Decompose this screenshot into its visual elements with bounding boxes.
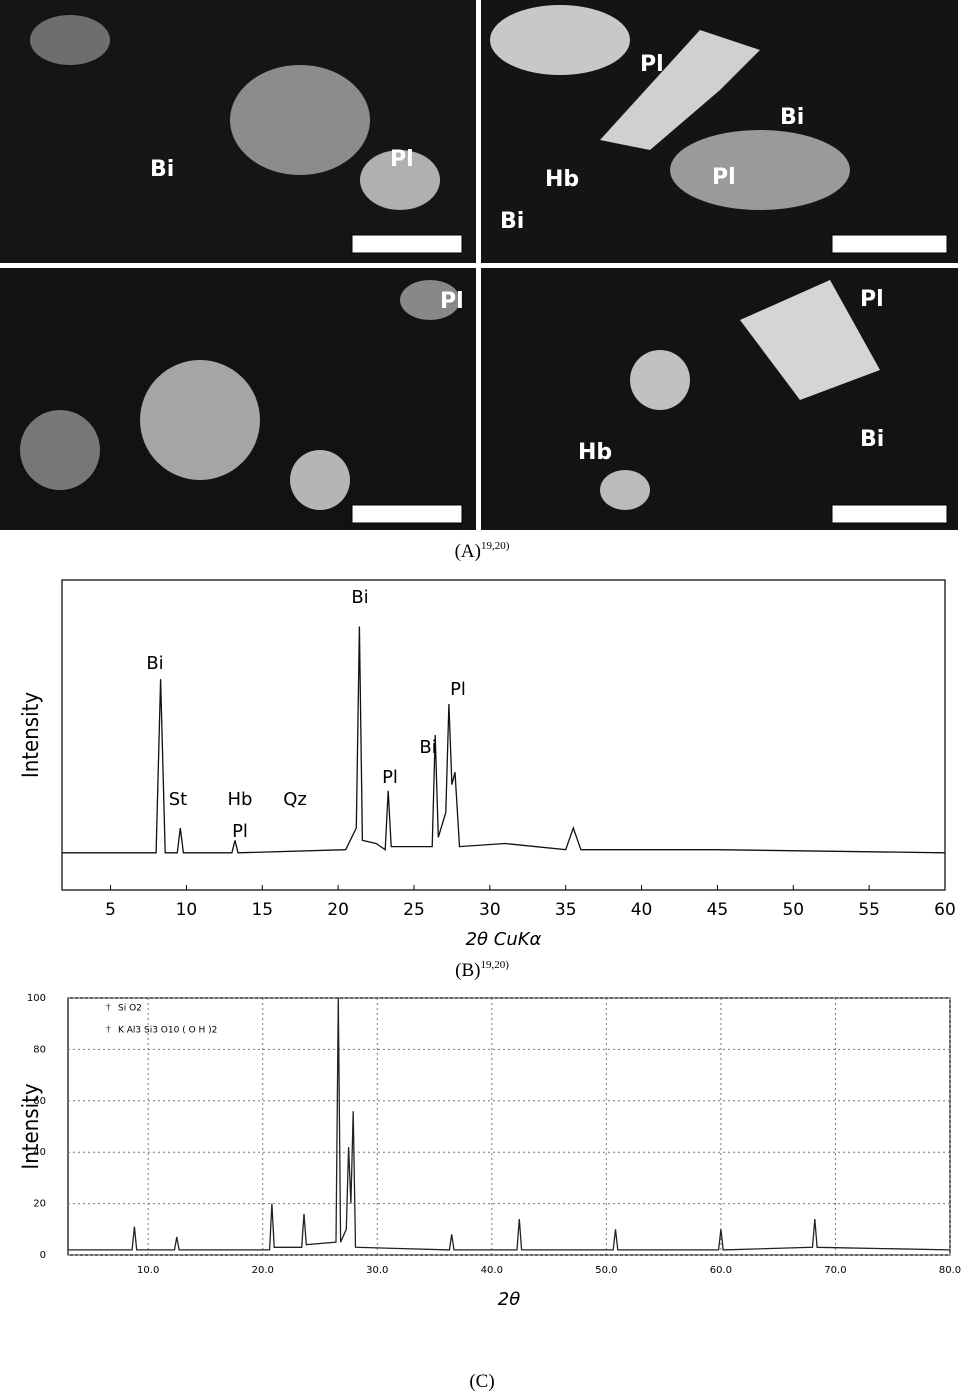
spectrum-line [62,626,946,854]
spectrum-line [68,997,951,1251]
legend-label: Si O2 [118,1004,142,1014]
caption: (A)19,20) [455,540,510,563]
mineral-label: Bi [500,209,524,234]
caption-label: (A) [455,541,481,562]
y-tick-label: 20 [33,1199,46,1210]
mineral-label: Pl [640,52,664,77]
x-tick-label: 5 [105,900,116,920]
x-tick-label: 50.0 [595,1265,617,1276]
mineral-label: Hb [545,167,579,192]
mineral-label: Bi [780,105,804,130]
peak-label: Bi [146,653,163,674]
y-tick-label: 100 [27,993,46,1004]
peak-label: Pl [232,821,248,842]
caption: (B)19,20) [455,959,509,982]
x-tick-label: 50 [782,900,804,920]
chart: 5 10 15 20 25 30 35 40 45 50 55 60 Intensity 2θ CuKα B… [19,579,956,982]
x-axis-label: 2θ [498,1289,520,1310]
scale-bars [351,234,948,524]
peak-label: Qz [283,789,307,810]
x-tick-label: 80.0 [939,1265,961,1276]
caption: (C) [469,1371,494,1392]
y-axis-label: Intensity [19,692,44,778]
caption-label: (B) [455,960,480,981]
caption-label: (C) [469,1371,494,1392]
micrographs [0,0,958,530]
x-tick-label: 60.0 [710,1265,732,1276]
mineral-label: Bi [150,157,174,182]
plot-frame [67,997,951,1256]
x-tick-label: 15 [251,900,273,920]
x-tick-label: 45 [707,900,729,920]
mineral-label: Pl [860,287,884,312]
peak-label: Bi [419,737,436,758]
y-tick-label: 40 [33,1147,46,1158]
x-tick-label: 40.0 [481,1265,503,1276]
peak-label: St [169,789,187,810]
caption-ref: 19,20) [481,540,510,552]
x-tick-label: 30.0 [366,1265,388,1276]
x-tick-label: 35 [555,900,577,920]
mineral-label: Bi [860,427,884,452]
x-tick-label: 25 [403,900,425,920]
x-tick-label: 55 [858,900,880,920]
legend-label: K Al3 Si3 O10 ( O H )2 [118,1026,217,1036]
x-tick-label: 20 [327,900,349,920]
x-tick-label: 60 [934,900,956,920]
y-tick-label: 0 [40,1250,46,1261]
micrograph [481,268,958,530]
mineral-label: Hb [578,440,612,465]
mineral-grains [20,5,880,510]
mineral-label: Pl [440,289,464,314]
peak-label: Bi [351,587,368,608]
caption-ref: 19,20) [480,959,509,971]
y-tick-label: 60 [33,1096,46,1107]
x-axis-label: 2θ CuKα [466,929,542,950]
peak-label: Pl [382,767,398,788]
legend-marker: † [106,1024,111,1034]
y-axis-label: Intensity [19,1083,44,1169]
x-tick-label: 40 [631,900,653,920]
x-tick-label: 30 [479,900,501,920]
x-tick-label: 10.0 [137,1265,159,1276]
chart: 10.0 20.0 30.0 40.0 50.0 60.0 70.0 80.0 0 20 40 60 8… [19,993,961,1392]
mineral-label: Pl [390,147,414,172]
peak-label: Hb [228,789,253,810]
plot-frame [61,579,946,891]
y-tick-label: 80 [33,1044,46,1055]
x-tick-label: 20.0 [252,1265,274,1276]
legend-marker: † [106,1002,111,1012]
peak-label: Pl [450,679,466,700]
mineral-label: Pl [712,165,736,190]
x-tick-label: 70.0 [824,1265,846,1276]
x-tick-label: 10 [176,900,198,920]
